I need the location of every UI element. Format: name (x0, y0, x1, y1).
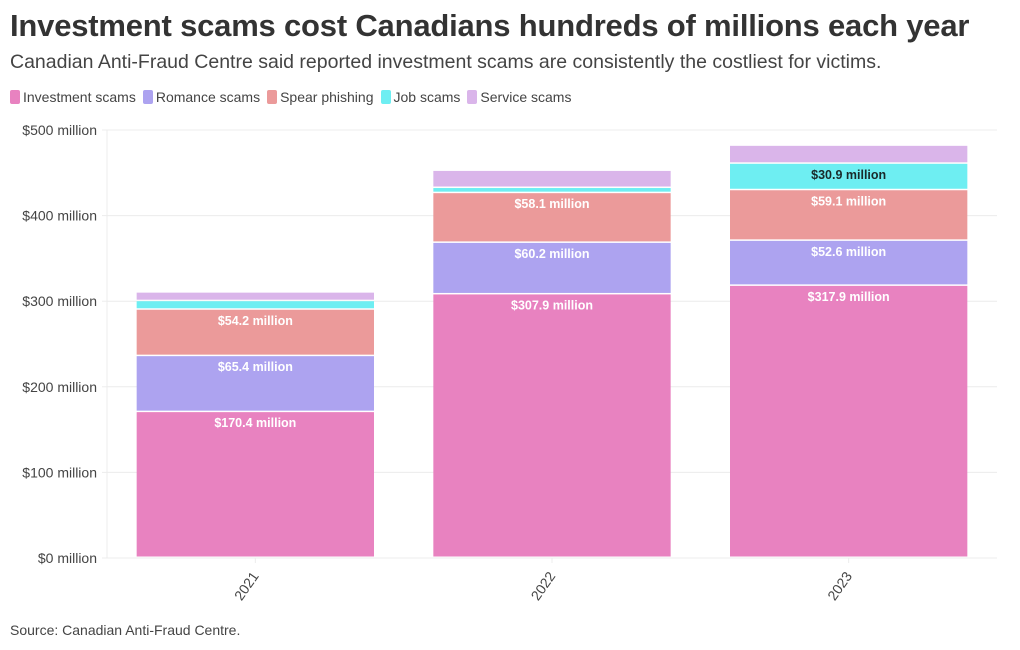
x-tick-label: 2023 (824, 568, 855, 603)
chart-subtitle: Canadian Anti-Fraud Centre said reported… (10, 51, 882, 73)
legend-label: Job scams (393, 89, 461, 105)
legend-item: Service scams (467, 89, 571, 105)
bar-segment (136, 292, 374, 300)
legend-item: Spear phishing (267, 89, 374, 105)
y-tick-label: $500 million (22, 122, 97, 138)
bar-segment (136, 301, 374, 309)
y-tick-label: $400 million (22, 208, 97, 224)
bar-segment (136, 356, 374, 411)
data-label: $54.2 million (218, 314, 293, 328)
legend-label: Investment scams (23, 89, 136, 105)
y-tick-label: $100 million (22, 464, 97, 480)
bar-segment (136, 309, 374, 355)
bar-segment (730, 163, 968, 189)
bar-segment (433, 294, 671, 557)
legend-label: Spear phishing (280, 89, 374, 105)
data-label: $317.9 million (808, 290, 890, 304)
source-note: Source: Canadian Anti-Fraud Centre. (10, 622, 241, 638)
legend-item: Job scams (380, 89, 461, 105)
legend-swatch (267, 90, 278, 104)
y-tick-label: $200 million (22, 379, 97, 395)
x-tick-label: 2022 (527, 568, 558, 603)
bar-segment (433, 193, 671, 242)
bar-segment (730, 190, 968, 240)
legend-item: Investment scams (10, 89, 136, 105)
data-label: $59.1 million (811, 194, 886, 208)
data-label: $65.4 million (218, 360, 293, 374)
y-tick-label: $300 million (22, 293, 97, 309)
data-label: $60.2 million (514, 247, 589, 261)
bar-segment (730, 145, 968, 163)
data-label: $52.6 million (811, 245, 886, 259)
data-label: $307.9 million (511, 298, 593, 312)
legend-swatch (142, 90, 153, 104)
bar-segment (433, 188, 671, 192)
x-tick-label: 2021 (231, 568, 262, 603)
bar-segment (730, 240, 968, 285)
chart-title: Investment scams cost Canadians hundreds… (10, 8, 970, 43)
legend-swatch (467, 90, 478, 104)
legend-swatch (10, 90, 20, 104)
legend: Investment scams Romance scams Spear phish… (10, 89, 578, 105)
legend-label: Romance scams (155, 89, 261, 105)
legend-swatch (380, 90, 391, 104)
bar-segment (433, 242, 671, 293)
bar-segment (433, 170, 671, 187)
bar-segment (136, 412, 374, 557)
y-tick-label: $0 million (38, 550, 97, 566)
data-label: $30.9 million (811, 168, 886, 182)
legend-label: Service scams (480, 89, 572, 105)
legend-item: Romance scams (142, 89, 261, 105)
data-label: $170.4 million (214, 416, 296, 430)
data-label: $58.1 million (514, 197, 589, 211)
bar-segment (730, 285, 968, 557)
